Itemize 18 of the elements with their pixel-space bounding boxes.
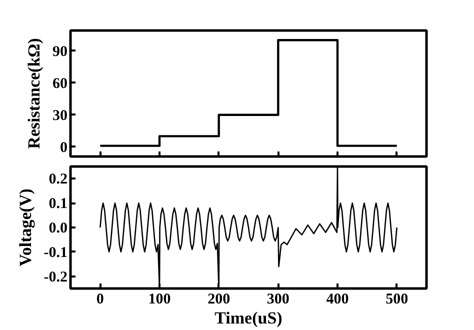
- y-axis-title: Resistance(kΩ): [24, 38, 44, 149]
- x-tick-label: 0: [96, 292, 104, 308]
- x-tick-label: 200: [208, 292, 230, 308]
- y-tick-label: 0.0: [48, 220, 68, 236]
- x-tick-label: 400: [326, 292, 349, 308]
- y-tick-label: 30: [52, 108, 68, 124]
- y-tick-label: -0.2: [44, 269, 68, 286]
- y-tick-label: 90: [52, 44, 68, 60]
- x-tick-label: 300: [266, 292, 290, 308]
- x-tick-label: 500: [386, 292, 408, 308]
- x-axis-title: Time(uS): [214, 308, 282, 328]
- y-tick-label: 0.2: [48, 172, 68, 188]
- y-tick-label: -0.1: [44, 244, 68, 261]
- y-axis-title: Voltage(V): [16, 188, 35, 266]
- y-tick-label: 0.1: [48, 196, 68, 212]
- x-tick-label: 100: [148, 292, 171, 308]
- y-tick-label: 0: [60, 140, 68, 156]
- y-tick-label: 60: [52, 76, 68, 92]
